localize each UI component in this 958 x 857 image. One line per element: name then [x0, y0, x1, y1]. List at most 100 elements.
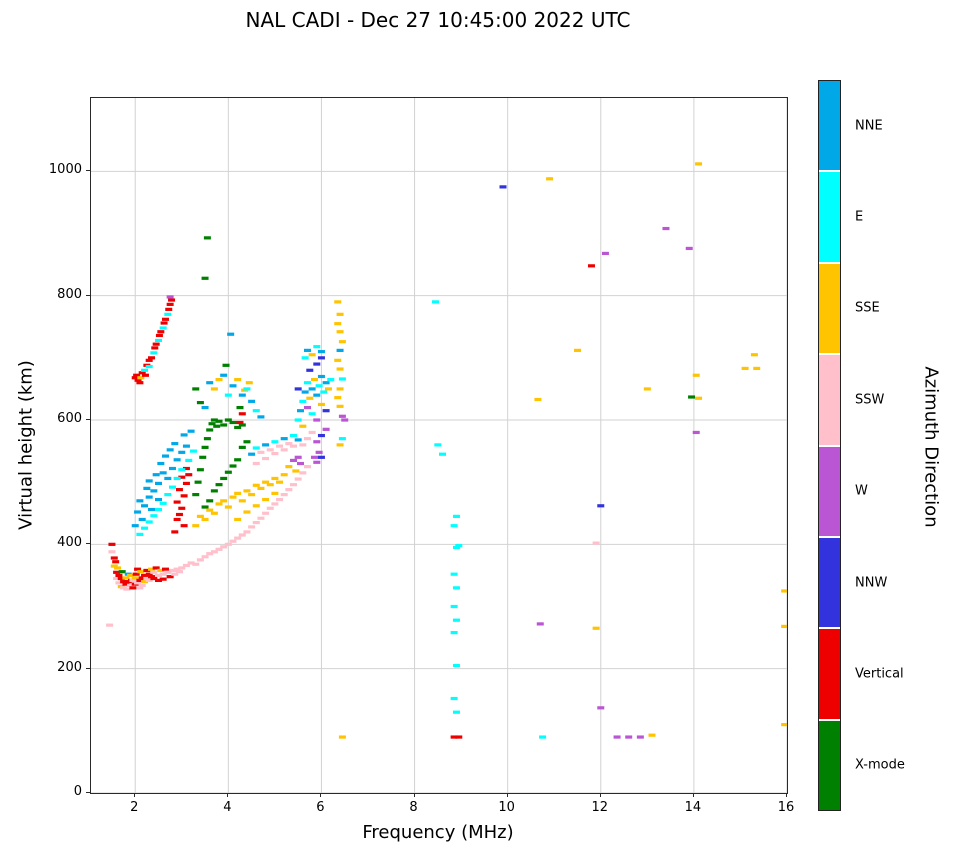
scatter-point	[164, 476, 172, 481]
scatter-point	[450, 524, 458, 528]
scatter-point	[315, 384, 323, 388]
scatter-point	[210, 387, 218, 391]
scatter-point	[290, 433, 298, 438]
scatter-point	[336, 367, 344, 371]
scatter-point	[452, 586, 460, 590]
scatter-point	[224, 470, 232, 474]
scatter-point	[613, 735, 621, 739]
scatter-point	[224, 393, 232, 397]
scatter-point	[132, 572, 140, 576]
scatter-point	[203, 236, 211, 240]
scatter-point	[201, 517, 209, 522]
scatter-point	[320, 390, 328, 394]
scatter-point	[450, 604, 458, 609]
scatter-point	[114, 566, 122, 570]
scatter-point	[685, 246, 693, 251]
scatter-point	[234, 491, 242, 495]
scatter-point	[117, 576, 125, 581]
scatter-point	[276, 480, 284, 484]
scatter-point	[334, 396, 342, 400]
scatter-point	[636, 735, 644, 739]
x-tick-label: 2	[130, 800, 139, 815]
scatter-point	[168, 466, 176, 471]
scatter-point	[173, 500, 181, 504]
scatter-point	[175, 512, 183, 517]
scatter-point	[238, 423, 246, 427]
scatter-point	[313, 345, 321, 349]
scatter-point	[127, 573, 135, 578]
scatter-point	[157, 461, 165, 466]
scatter-point	[303, 348, 311, 352]
scatter-point	[266, 483, 274, 487]
scatter-point	[271, 491, 279, 495]
scatter-point	[134, 567, 142, 571]
scatter-point	[313, 362, 321, 366]
y-tick-mark	[86, 792, 90, 793]
scatter-point	[166, 295, 174, 299]
scatter-point	[229, 495, 237, 499]
scatter-point	[152, 566, 160, 570]
scatter-point	[196, 468, 204, 472]
scatter-point	[173, 476, 181, 481]
scatter-point	[662, 226, 670, 231]
scatter-point	[285, 465, 293, 469]
y-tick-mark	[86, 543, 90, 545]
scatter-point	[296, 409, 304, 413]
scatter-point	[151, 346, 159, 350]
scatter-point	[313, 418, 321, 422]
scatter-point	[136, 586, 144, 590]
scatter-point	[138, 583, 146, 587]
scatter-point	[115, 581, 123, 585]
scatter-point	[148, 575, 156, 579]
scatter-point	[303, 465, 311, 469]
scatter-point	[452, 545, 460, 550]
scatter-point	[234, 517, 242, 522]
scatter-point	[597, 706, 605, 710]
scatter-point	[238, 393, 246, 397]
scatter-point	[271, 476, 279, 481]
scatter-point	[106, 623, 114, 627]
scatter-point	[159, 501, 167, 505]
scatter-point	[137, 376, 145, 380]
scatter-point	[138, 517, 146, 522]
scatter-point	[196, 514, 204, 518]
scatter-point	[271, 440, 279, 444]
scatter-point	[113, 570, 121, 574]
scatter-point	[299, 424, 307, 428]
scatter-point	[161, 317, 169, 321]
scatter-point	[299, 399, 307, 403]
scatter-point	[171, 572, 179, 576]
scatter-point	[165, 307, 173, 311]
scatter-point	[280, 473, 288, 477]
scatter-point	[587, 264, 595, 268]
scatter-point	[432, 300, 440, 304]
scatter-point	[248, 493, 256, 497]
scatter-point	[452, 663, 460, 668]
scatter-point	[185, 458, 193, 463]
scatter-point	[781, 723, 787, 727]
scatter-point	[248, 399, 256, 403]
scatter-point	[145, 358, 153, 362]
scatter-point	[173, 458, 181, 462]
scatter-point	[185, 473, 193, 477]
scatter-point	[334, 358, 342, 362]
scatter-point	[166, 448, 174, 452]
x-tick-mark	[786, 793, 787, 797]
scatter-point	[175, 488, 183, 492]
scatter-point	[131, 576, 139, 580]
scatter-point	[210, 511, 218, 515]
scatter-point	[118, 570, 126, 574]
scatter-point	[334, 300, 342, 304]
scatter-point	[213, 424, 221, 428]
scatter-point	[178, 506, 186, 510]
scatter-point	[257, 450, 265, 454]
y-tick-mark	[86, 419, 90, 420]
x-tick-mark	[227, 793, 229, 797]
scatter-point	[199, 455, 207, 459]
scatter-point	[271, 502, 279, 506]
scatter-point	[262, 511, 270, 515]
scatter-point	[252, 461, 260, 466]
scatter-point	[168, 568, 176, 573]
scatter-point	[252, 504, 260, 508]
colorbar-label-w: W	[855, 483, 868, 499]
